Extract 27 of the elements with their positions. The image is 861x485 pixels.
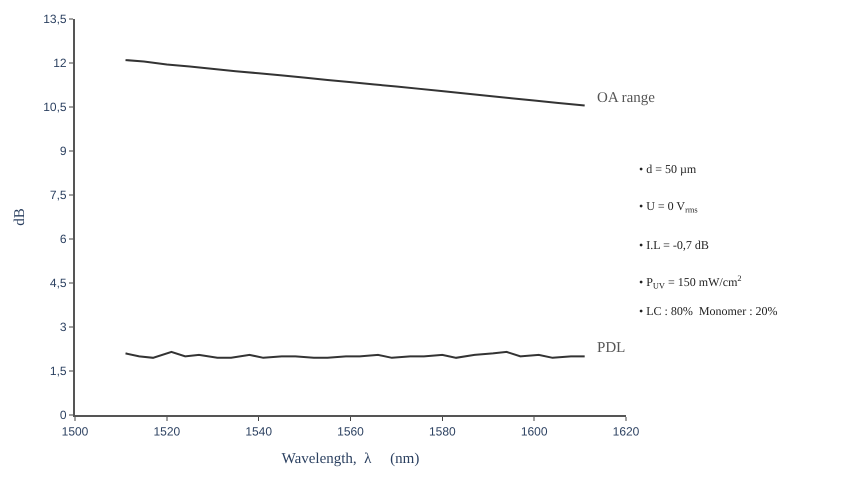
series-label: PDL xyxy=(597,340,626,356)
y-tick-label: 9 xyxy=(60,144,67,158)
x-tick-label: 1600 xyxy=(520,424,548,438)
y-tick-label: 12 xyxy=(53,56,67,70)
x-tick-label: 1580 xyxy=(428,424,456,438)
y-axis-title: dB xyxy=(12,208,28,226)
text: • LC : 80% Monomer : 20% xyxy=(639,304,778,318)
y-tick-label: 6 xyxy=(60,232,67,246)
x-tick-label: 1520 xyxy=(153,424,180,438)
text: • I.L = -0,7 dB xyxy=(639,238,709,252)
line-series xyxy=(124,59,586,107)
x-tick-label: 1620 xyxy=(612,424,640,438)
x-tick-label: 1560 xyxy=(337,424,364,438)
text: • P$_{UV}$ = 150 mW/cm$^{2}$ xyxy=(639,274,742,291)
y-tick-label: 7,5 xyxy=(50,188,67,202)
series-label: OA range xyxy=(597,90,656,106)
x-tick-label: 1540 xyxy=(245,424,272,438)
y-tick-label: 10,5 xyxy=(43,100,67,114)
text: • U = 0 V$_{rms}$ xyxy=(639,199,698,215)
y-tick-label: 4,5 xyxy=(50,276,67,290)
y-tick-label: 13,5 xyxy=(43,12,67,26)
y-tick-label: 0 xyxy=(60,408,67,422)
x-tick-label: 1500 xyxy=(62,424,89,438)
x-axis-title: Wavelength, λ (nm) xyxy=(282,450,420,467)
y-tick-label: 1,5 xyxy=(50,364,67,378)
text: • d = 50 µm xyxy=(639,162,697,176)
y-tick-label: 3 xyxy=(60,320,67,334)
